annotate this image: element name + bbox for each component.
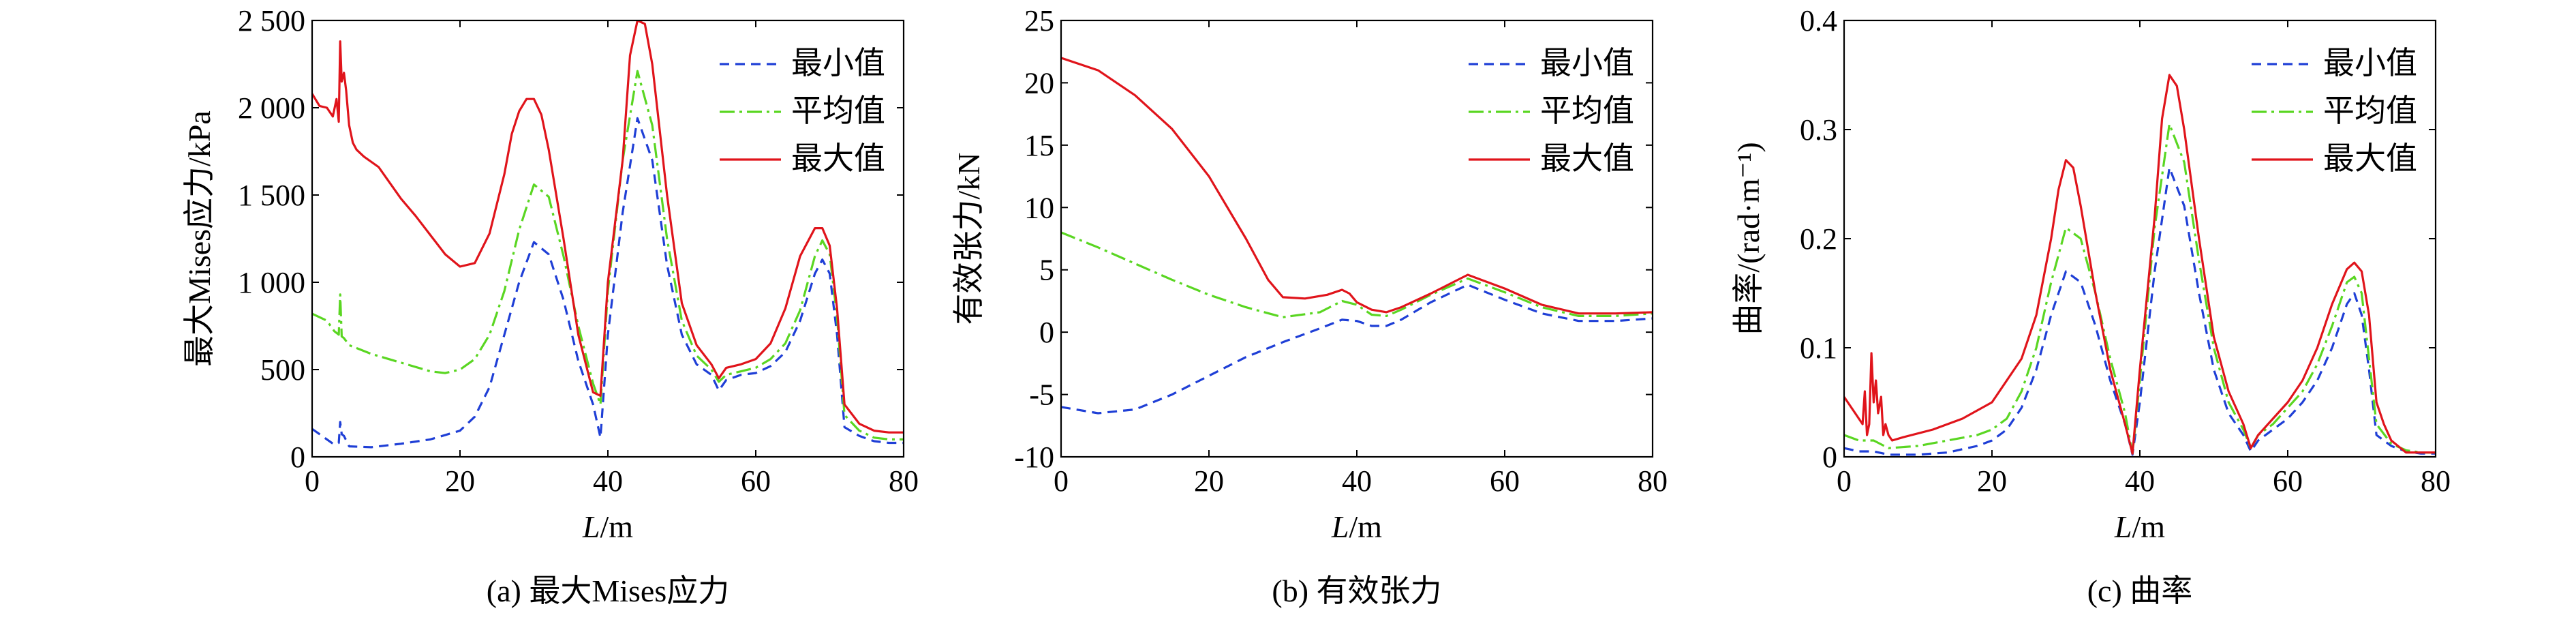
y-axis-label: 曲率/(rad·m⁻¹) <box>1731 142 1766 335</box>
plot-area <box>312 20 904 449</box>
axes-frame <box>1060 19 1654 458</box>
chart-panel-1: 0 20 40 60 80 -10 -5 0 5 10 15 20 25 有效张力/kN L/m (b) 有效… <box>951 4 1668 608</box>
y-tick-label: -5 <box>1029 378 1054 412</box>
series-line-max <box>1844 74 2436 455</box>
x-tick-label: 80 <box>1638 464 1668 498</box>
series-line-min <box>1061 284 1653 415</box>
x-tick-label: 40 <box>2125 464 2155 498</box>
y-tick-label: 25 <box>1024 4 1054 38</box>
y-tick-label: 0.2 <box>1800 222 1837 256</box>
y-tick-label: 0.4 <box>1800 4 1837 38</box>
x-tick-label: 60 <box>2273 464 2303 498</box>
x-tick-label: 0 <box>1837 464 1852 498</box>
x-tick-label: 0 <box>1054 464 1069 498</box>
legend-label: 最小值 <box>1540 46 1634 80</box>
y-tick-label: 0 <box>1822 440 1837 474</box>
x-tick-label: 60 <box>1490 464 1520 498</box>
legend-label: 最小值 <box>791 46 885 80</box>
y-tick-label: 2 000 <box>238 91 305 125</box>
x-tick-label: 80 <box>889 464 919 498</box>
x-axis-variable: L <box>2114 509 2132 544</box>
axes-frame <box>1843 19 2437 458</box>
y-tick-label: -10 <box>1014 440 1054 474</box>
x-axis-unit: /m <box>600 509 634 544</box>
x-tick-label: 60 <box>741 464 771 498</box>
y-tick-label: 0.3 <box>1800 113 1837 147</box>
legend-label: 最大值 <box>2323 141 2417 176</box>
x-tick-label: 20 <box>445 464 475 498</box>
legend-label: 最小值 <box>2323 46 2417 80</box>
panel-caption: (c) 曲率 <box>2087 573 2193 608</box>
legend-label: 平均值 <box>2323 93 2417 128</box>
x-tick-label: 40 <box>593 464 623 498</box>
panel-caption: (a) 最大Mises应力 <box>487 573 729 608</box>
y-tick-label: 500 <box>260 353 305 387</box>
y-tick-label: 0 <box>1039 316 1054 349</box>
x-tick-label: 20 <box>1977 464 2007 498</box>
y-axis-label: 最大Mises应力/kPa <box>182 110 217 367</box>
x-tick-label: 40 <box>1342 464 1372 498</box>
y-tick-label: 2 500 <box>238 4 305 38</box>
legend-label: 平均值 <box>1540 93 1634 128</box>
chart-panel-2: 0 20 40 60 80 0 0.1 0.2 0.3 0.4 曲率/(rad·m⁻¹) L/m (c)… <box>1731 4 2451 608</box>
y-tick-label: 10 <box>1024 191 1054 224</box>
axes-frame <box>311 19 905 458</box>
y-tick-label: 0.1 <box>1800 331 1837 365</box>
series-line-max <box>312 20 904 434</box>
x-axis-label: L/m <box>1331 509 1382 544</box>
series-line-avg <box>1844 123 2436 455</box>
y-tick-label: 5 <box>1039 254 1054 287</box>
plot-area <box>1844 74 2436 456</box>
y-tick-label: 0 <box>290 440 305 474</box>
series-line-max <box>1061 57 1653 315</box>
legend-label: 最大值 <box>791 141 885 176</box>
panel-caption: (b) 有效张力 <box>1272 573 1441 608</box>
legend-label: 平均值 <box>791 93 885 128</box>
x-axis-variable: L <box>582 509 600 544</box>
y-tick-label: 20 <box>1024 66 1054 100</box>
x-axis-label: L/m <box>2114 509 2165 544</box>
x-tick-label: 0 <box>305 464 320 498</box>
series-line-min <box>1844 166 2436 456</box>
x-axis-unit: /m <box>2132 509 2166 544</box>
x-axis-label: L/m <box>582 509 633 544</box>
y-tick-label: 15 <box>1024 129 1054 162</box>
x-axis-unit: /m <box>1349 509 1383 544</box>
x-tick-label: 20 <box>1194 464 1224 498</box>
x-axis-variable: L <box>1331 509 1349 544</box>
y-tick-label: 1 000 <box>238 266 305 299</box>
y-axis-label: 有效张力/kN <box>951 153 986 325</box>
x-tick-label: 80 <box>2421 464 2451 498</box>
y-tick-label: 1 500 <box>238 179 305 212</box>
chart-panel-0: 0 20 40 60 80 0 500 1 000 1 500 2 000 2 500 最大Mises… <box>182 4 919 608</box>
series-line-avg <box>1061 231 1653 318</box>
plot-area <box>1061 57 1653 415</box>
legend-label: 最大值 <box>1540 141 1634 176</box>
series-line-min <box>312 117 904 449</box>
